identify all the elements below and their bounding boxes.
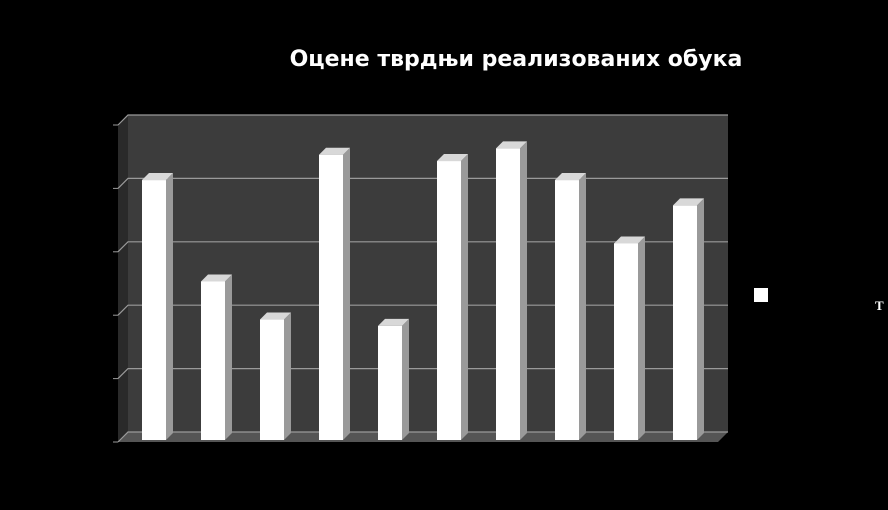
bar-face (697, 198, 704, 440)
bar-face (378, 325, 402, 440)
bar-face (284, 312, 291, 440)
grid-line (117, 368, 728, 380)
bar (319, 147, 350, 440)
bar (201, 274, 232, 440)
bar-face (614, 236, 645, 244)
bar-face (225, 274, 232, 440)
side-wall (118, 115, 128, 442)
bar-face (614, 243, 638, 440)
legend-label: Т (875, 298, 884, 313)
grid-line (117, 114, 728, 126)
bar-face (319, 147, 350, 155)
bar-face (555, 180, 579, 440)
bar-face (260, 319, 284, 440)
bar-face (555, 173, 586, 181)
grid-line (117, 431, 728, 443)
bar (260, 312, 291, 440)
bar-face (496, 141, 527, 149)
bar (378, 318, 409, 440)
bar (142, 173, 173, 440)
bar-face (343, 147, 350, 440)
bar (614, 236, 645, 440)
grid-line (117, 177, 728, 189)
bar (496, 141, 527, 441)
bar-face (201, 281, 225, 440)
bar-face (142, 180, 166, 440)
bar (555, 173, 586, 440)
bar-face (319, 154, 343, 440)
bar (673, 198, 704, 440)
bar-face (402, 318, 409, 440)
bar-face (496, 148, 520, 441)
bar-face (378, 318, 409, 326)
bar-face (673, 198, 704, 206)
bar (437, 154, 468, 441)
bar-face (461, 154, 468, 441)
legend-marker (754, 288, 768, 302)
bar-face (260, 312, 291, 320)
grid-line (117, 304, 728, 316)
bar-face (638, 236, 645, 440)
chart-title: Оцене тврдњи реализованих обука (290, 47, 743, 72)
bar-face (142, 173, 173, 181)
bar-face (520, 141, 527, 441)
bar-face (437, 161, 461, 441)
bar-face (579, 173, 586, 440)
grid-line (117, 241, 728, 253)
bar-face (201, 274, 232, 282)
bar-face (166, 173, 173, 440)
bar-face (437, 154, 468, 162)
bar-face (673, 205, 697, 440)
